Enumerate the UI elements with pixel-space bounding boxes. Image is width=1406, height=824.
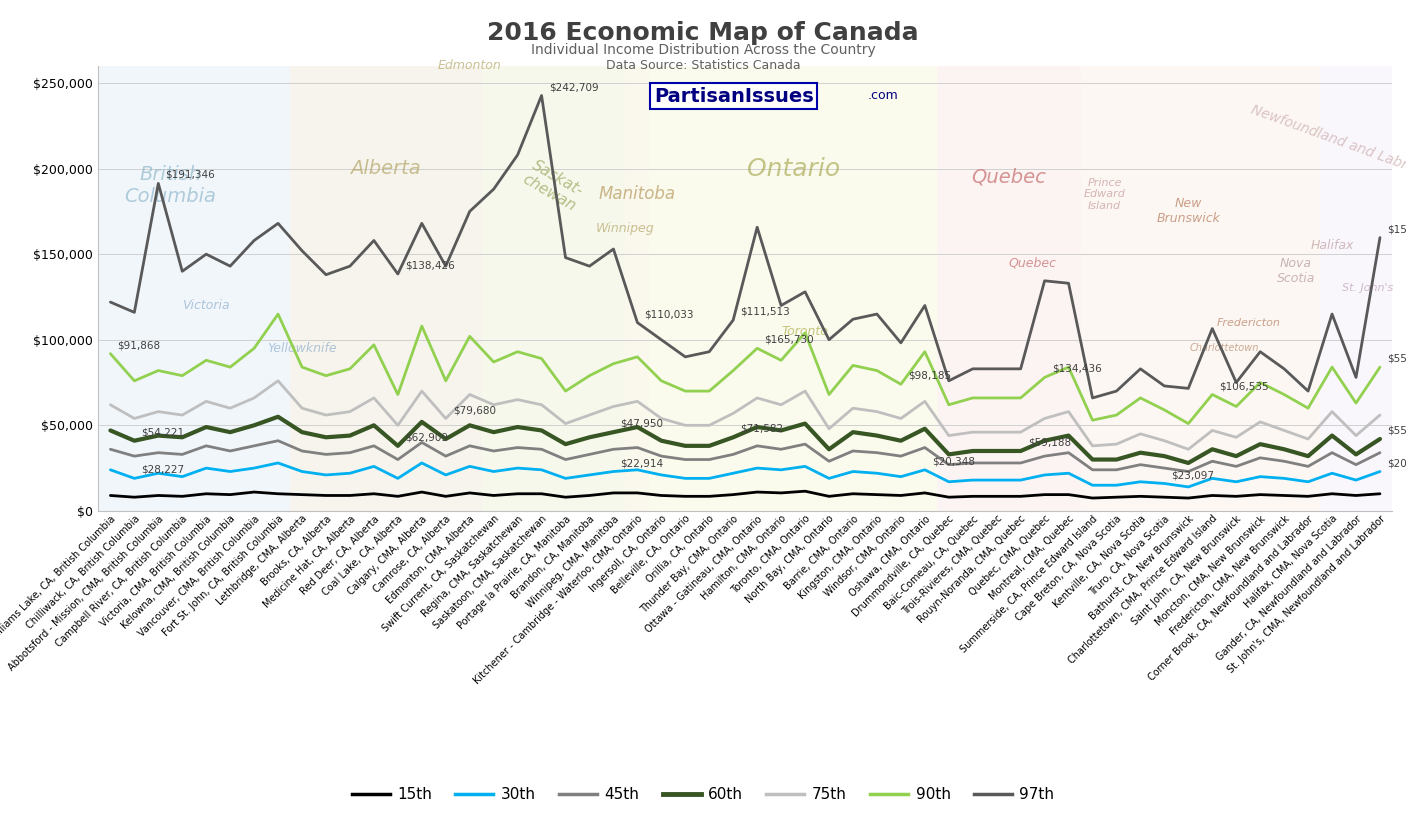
Text: $54,221: $54,221 xyxy=(142,428,184,438)
Text: $91,868: $91,868 xyxy=(118,340,160,350)
Bar xyxy=(650,66,936,511)
Text: $79,680: $79,680 xyxy=(453,405,496,415)
Bar xyxy=(626,66,650,511)
Text: Fredericton: Fredericton xyxy=(1216,317,1279,328)
Text: $20,348: $20,348 xyxy=(932,456,974,466)
Text: $138,426: $138,426 xyxy=(405,260,454,270)
Bar xyxy=(482,66,626,511)
Text: $20,399: $20,399 xyxy=(1388,458,1406,468)
Text: Manitoba: Manitoba xyxy=(599,185,676,204)
Text: Nova
Scotia: Nova Scotia xyxy=(1277,257,1315,285)
Text: Individual Income Distribution Across the Country: Individual Income Distribution Across th… xyxy=(530,43,876,57)
Text: Ontario: Ontario xyxy=(747,157,839,180)
Text: $98,185: $98,185 xyxy=(908,371,952,381)
Text: 2016 Economic Map of Canada: 2016 Economic Map of Canada xyxy=(488,21,918,44)
Bar xyxy=(1081,66,1320,511)
Text: $134,436: $134,436 xyxy=(1052,364,1101,374)
Text: .com: .com xyxy=(868,89,898,102)
Text: Quebec: Quebec xyxy=(1008,256,1057,269)
Text: Alberta: Alberta xyxy=(350,159,422,178)
Text: Quebec: Quebec xyxy=(972,167,1046,187)
Text: $22,914: $22,914 xyxy=(620,458,664,468)
Text: Yellowknife: Yellowknife xyxy=(267,342,337,355)
Text: Halifax: Halifax xyxy=(1310,239,1354,252)
Text: Data Source: Statistics Canada: Data Source: Statistics Canada xyxy=(606,59,800,73)
Text: $71,582: $71,582 xyxy=(741,424,783,434)
Text: $59,188: $59,188 xyxy=(1028,438,1071,447)
Text: $159,691: $159,691 xyxy=(1388,224,1406,234)
Text: British
Columbia: British Columbia xyxy=(124,166,217,206)
Text: Charlottetown: Charlottetown xyxy=(1189,344,1258,353)
Text: $106,535: $106,535 xyxy=(1219,381,1270,391)
Text: $62,909: $62,909 xyxy=(405,433,449,442)
Text: PartisanIssues: PartisanIssues xyxy=(654,87,814,105)
Bar xyxy=(936,66,1081,511)
Text: $165,730: $165,730 xyxy=(765,335,814,345)
Text: Prince
Edward
Island: Prince Edward Island xyxy=(1084,178,1125,211)
Text: Toronto: Toronto xyxy=(782,325,828,338)
Text: $28,227: $28,227 xyxy=(142,465,184,475)
Text: $242,709: $242,709 xyxy=(548,82,599,92)
Text: New
Brunswick: New Brunswick xyxy=(1156,198,1220,226)
Text: Winnipeg: Winnipeg xyxy=(596,222,655,235)
Text: $55,295: $55,295 xyxy=(1388,353,1406,363)
Text: $110,033: $110,033 xyxy=(644,309,695,319)
Text: St. John's: St. John's xyxy=(1343,283,1393,293)
Bar xyxy=(98,66,290,511)
Text: Victoria: Victoria xyxy=(183,299,231,312)
Text: $47,950: $47,950 xyxy=(620,419,664,428)
Text: $55,295: $55,295 xyxy=(1388,425,1406,436)
Bar xyxy=(290,66,482,511)
Text: $191,346: $191,346 xyxy=(166,170,215,180)
Bar xyxy=(1320,66,1392,511)
Text: $111,513: $111,513 xyxy=(741,307,790,316)
Text: Newfoundland and Labrador: Newfoundland and Labrador xyxy=(1249,103,1406,183)
Text: $23,097: $23,097 xyxy=(1171,470,1215,480)
Text: Edmonton: Edmonton xyxy=(437,59,502,73)
Text: Saskat-
chewan: Saskat- chewan xyxy=(520,157,588,214)
Legend: 15th, 30th, 45th, 60th, 75th, 90th, 97th: 15th, 30th, 45th, 60th, 75th, 90th, 97th xyxy=(346,781,1060,808)
